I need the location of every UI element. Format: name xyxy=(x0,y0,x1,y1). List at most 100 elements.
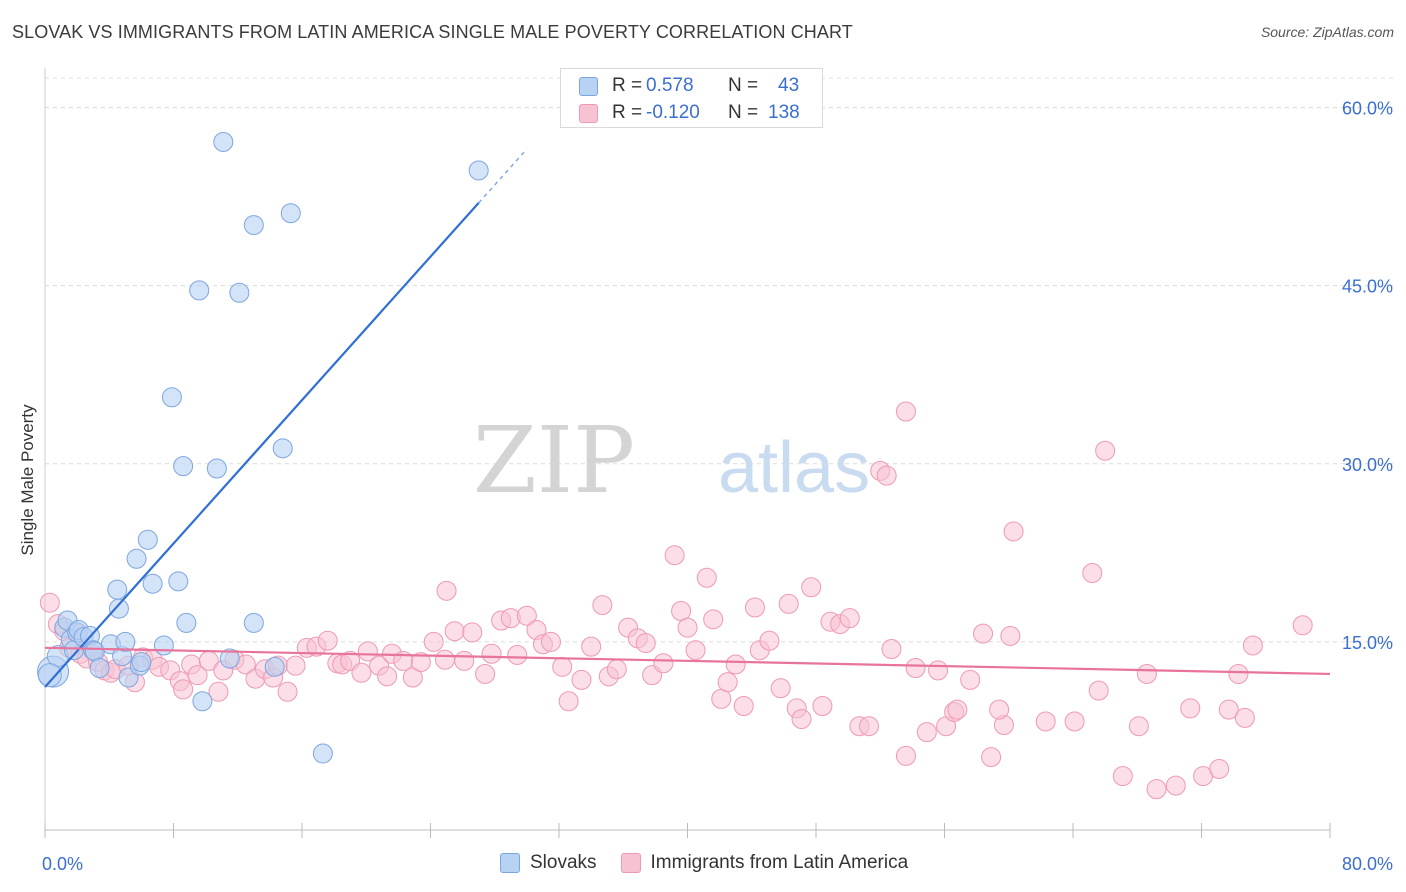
immigrants-point xyxy=(677,617,698,638)
r-value: -0.120 xyxy=(646,102,700,123)
slovaks-point xyxy=(89,658,110,678)
immigrants-point xyxy=(173,679,194,700)
immigrants-point xyxy=(916,722,937,743)
immigrants-point xyxy=(876,465,897,486)
y-tick-label: 45.0% xyxy=(1342,277,1393,297)
slovaks-point xyxy=(213,131,234,152)
immigrants-trendline xyxy=(44,646,1331,676)
slovaks-point xyxy=(142,573,163,594)
trendlines xyxy=(44,148,1331,688)
immigrants-point xyxy=(1064,711,1085,732)
slovaks-point xyxy=(229,282,250,303)
pink-swatch xyxy=(620,853,641,873)
immigrants-point xyxy=(881,639,902,659)
immigrants-point xyxy=(410,652,431,673)
immigrants-point xyxy=(351,662,372,683)
immigrants-point xyxy=(685,640,706,661)
immigrants-point xyxy=(39,592,60,613)
slovaks-point xyxy=(189,280,210,301)
immigrants-point xyxy=(664,545,685,566)
slovaks-point xyxy=(168,571,189,592)
immigrants-point xyxy=(1136,663,1157,684)
slovaks-point xyxy=(37,663,62,688)
immigrants-point xyxy=(377,666,398,687)
immigrants-point xyxy=(317,630,338,651)
immigrants-point xyxy=(928,660,949,681)
watermark-zip: ZIP xyxy=(473,407,635,514)
immigrants-point xyxy=(481,643,502,664)
slovaks-point xyxy=(176,612,197,633)
immigrants-point xyxy=(454,650,475,671)
immigrants-point xyxy=(1209,758,1230,779)
x-tick-label-max: 80.0% xyxy=(1342,854,1393,874)
immigrants-point xyxy=(462,622,483,643)
legend-label-slovaks: Slovaks xyxy=(530,852,597,873)
slovaks-point xyxy=(206,458,227,479)
slovaks-point xyxy=(173,456,194,477)
immigrants-point xyxy=(989,699,1010,720)
y-tick-label: 60.0% xyxy=(1342,99,1393,119)
slovaks-point xyxy=(126,548,147,569)
immigrants-point xyxy=(1234,707,1255,728)
immigrants-point xyxy=(725,654,746,675)
immigrants-point xyxy=(960,669,981,690)
series-legend: Slovaks Immigrants from Latin America xyxy=(500,852,932,874)
immigrants-point xyxy=(357,641,378,662)
slovaks-point xyxy=(137,529,158,550)
immigrants-point xyxy=(1180,698,1201,719)
slovaks-point xyxy=(153,635,174,656)
immigrants-point xyxy=(436,580,457,601)
immigrants-point xyxy=(423,631,444,652)
immigrants-point xyxy=(1082,563,1103,583)
r-label: R = xyxy=(612,102,643,123)
legend-row-slovaks: R = 0.578 N = 43 xyxy=(579,73,799,99)
legend-item-slovaks: Slovaks xyxy=(500,852,597,874)
slovaks-points xyxy=(37,131,489,764)
immigrants-point xyxy=(1128,716,1149,737)
immigrants-point xyxy=(1000,625,1021,646)
immigrants-point xyxy=(540,631,561,652)
legend-item-immigrants: Immigrants from Latin America xyxy=(620,852,908,874)
slovaks-point xyxy=(131,652,152,673)
immigrants-point xyxy=(581,636,602,657)
r-value: 0.578 xyxy=(646,75,694,96)
immigrants-point xyxy=(285,655,306,676)
slovaks-point xyxy=(115,631,136,652)
immigrants-point xyxy=(744,597,765,618)
immigrants-point xyxy=(552,656,573,677)
immigrants-point xyxy=(1228,663,1249,684)
immigrants-point xyxy=(859,716,880,737)
y-tick-label: 15.0% xyxy=(1342,633,1393,653)
x-tick-label-min: 0.0% xyxy=(42,854,83,874)
source-label: Source: ZipAtlas.com xyxy=(1260,24,1394,40)
immigrants-point xyxy=(653,653,674,674)
immigrants-point xyxy=(973,623,994,644)
slovaks-point xyxy=(312,743,333,764)
immigrants-point xyxy=(895,401,916,422)
slovaks-point xyxy=(280,203,301,224)
immigrants-point xyxy=(1003,521,1024,542)
immigrants-point xyxy=(801,577,822,598)
immigrants-point xyxy=(770,678,791,699)
immigrants-point xyxy=(208,681,229,702)
pink-swatch xyxy=(579,103,598,123)
slovaks-point xyxy=(192,691,213,712)
slovaks-point xyxy=(219,648,240,669)
x-tick-labels: 0.0% 80.0% xyxy=(42,854,1393,874)
immigrants-point xyxy=(434,649,455,670)
y-tick-label: 30.0% xyxy=(1342,455,1393,475)
immigrants-point xyxy=(475,663,496,684)
immigrants-point xyxy=(1112,766,1133,787)
immigrants-point xyxy=(947,699,968,720)
blue-swatch xyxy=(500,853,520,873)
immigrants-point xyxy=(1165,775,1186,796)
immigrants-point xyxy=(444,621,465,642)
immigrants-point xyxy=(981,747,1002,768)
immigrants-point xyxy=(1035,711,1056,732)
immigrants-point xyxy=(592,595,613,616)
axes xyxy=(44,68,1331,838)
immigrants-point xyxy=(759,630,780,651)
immigrants-point xyxy=(1095,440,1116,461)
slovaks-point xyxy=(108,598,129,619)
immigrants-point xyxy=(839,608,860,629)
